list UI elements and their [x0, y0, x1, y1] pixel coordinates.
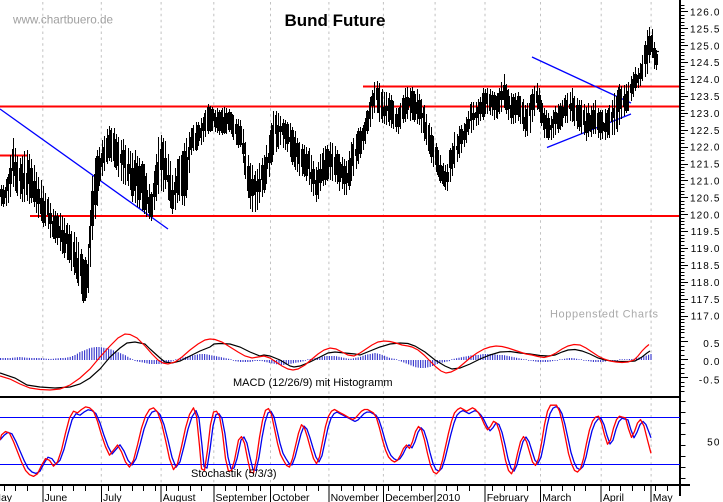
svg-text:October: October	[272, 492, 310, 502]
svg-text:August: August	[163, 492, 196, 502]
svg-text:126.0: 126.0	[690, 8, 721, 19]
svg-text:2010: 2010	[437, 492, 461, 502]
svg-text:117.5: 117.5	[691, 295, 721, 306]
svg-text:June: June	[45, 492, 68, 502]
svg-text:September: September	[216, 492, 268, 502]
svg-text:122.5: 122.5	[690, 126, 721, 137]
svg-text:121.5: 121.5	[690, 160, 721, 171]
svg-text:124.5: 124.5	[690, 58, 721, 69]
svg-text:125.5: 125.5	[690, 24, 721, 35]
svg-text:February: February	[487, 492, 530, 502]
svg-text:123.0: 123.0	[690, 109, 721, 120]
svg-text:May: May	[0, 492, 13, 502]
svg-text:March: March	[542, 492, 571, 502]
svg-text:124.0: 124.0	[690, 75, 721, 86]
svg-text:0.5: 0.5	[703, 339, 720, 350]
svg-text:November: November	[331, 492, 380, 502]
svg-text:Stochastik (5/3/3): Stochastik (5/3/3)	[191, 468, 277, 480]
svg-text:122.0: 122.0	[690, 143, 721, 154]
svg-text:50: 50	[707, 438, 720, 449]
svg-text:123.5: 123.5	[690, 92, 721, 103]
svg-text:119.5: 119.5	[691, 227, 721, 238]
svg-text:April: April	[603, 492, 624, 502]
svg-text:Bund Future: Bund Future	[284, 11, 385, 30]
svg-text:118.5: 118.5	[691, 261, 721, 272]
svg-text:118.0: 118.0	[691, 278, 721, 289]
svg-text:120.5: 120.5	[690, 193, 721, 204]
svg-text:0.0: 0.0	[703, 357, 720, 368]
svg-text:December: December	[385, 492, 434, 502]
svg-text:MACD (12/26/9) mit Histogramm: MACD (12/26/9) mit Histogramm	[233, 377, 393, 389]
svg-text:117.0: 117.0	[691, 312, 721, 323]
svg-text:Hoppenstedt Charts: Hoppenstedt Charts	[550, 309, 659, 321]
svg-text:121.0: 121.0	[690, 177, 721, 188]
svg-text:125.0: 125.0	[690, 41, 721, 52]
svg-text:120.0: 120.0	[690, 210, 721, 221]
svg-text:May: May	[653, 492, 674, 502]
svg-text:www.chartbuero.de: www.chartbuero.de	[12, 14, 113, 27]
svg-text:119.0: 119.0	[691, 244, 721, 255]
svg-text:-0.5: -0.5	[699, 375, 721, 386]
svg-text:July: July	[103, 492, 122, 502]
